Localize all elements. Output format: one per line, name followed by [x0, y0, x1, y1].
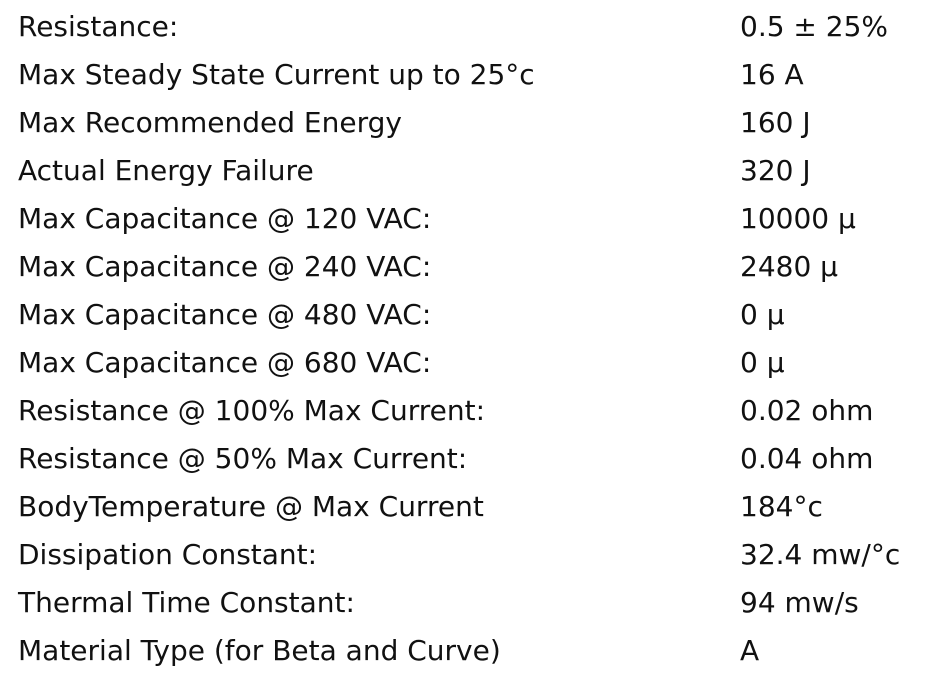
spec-value: 0.02 ohm — [740, 394, 874, 427]
spec-label: Thermal Time Constant: — [18, 586, 355, 619]
spec-value: 16 A — [740, 58, 804, 91]
spec-value: 160 J — [740, 106, 811, 139]
spec-label: Resistance @ 100% Max Current: — [18, 394, 486, 427]
spec-value: A — [740, 634, 760, 667]
spec-label: Material Type (for Beta and Curve) — [18, 634, 501, 667]
spec-label: Max Capacitance @ 120 VAC: — [18, 202, 432, 235]
spec-value: 10000 μ — [740, 202, 856, 235]
spec-label: Actual Energy Failure — [18, 154, 314, 187]
spec-label: Dissipation Constant: — [18, 538, 318, 571]
spec-value: 184°c — [740, 490, 823, 523]
spec-label: Resistance: — [18, 10, 179, 43]
spec-label: Max Capacitance @ 240 VAC: — [18, 250, 432, 283]
spec-label: Max Capacitance @ 680 VAC: — [18, 346, 432, 379]
spec-label: Max Recommended Energy — [18, 106, 402, 139]
spec-value: 0 μ — [740, 346, 785, 379]
spec-value: 0 μ — [740, 298, 785, 331]
spec-value: 0.04 ohm — [740, 442, 874, 475]
spec-label: BodyTemperature @ Max Current — [18, 490, 484, 523]
spec-value: 32.4 mw/°c — [740, 538, 901, 571]
spec-label: Resistance @ 50% Max Current: — [18, 442, 468, 475]
spec-label: Max Steady State Current up to 25°c — [18, 58, 535, 91]
spec-label: Max Capacitance @ 480 VAC: — [18, 298, 432, 331]
spec-value: 94 mw/s — [740, 586, 859, 619]
spec-value: 0.5 ± 25% — [740, 10, 889, 43]
spec-value: 2480 μ — [740, 250, 838, 283]
spec-value: 320 J — [740, 154, 811, 187]
